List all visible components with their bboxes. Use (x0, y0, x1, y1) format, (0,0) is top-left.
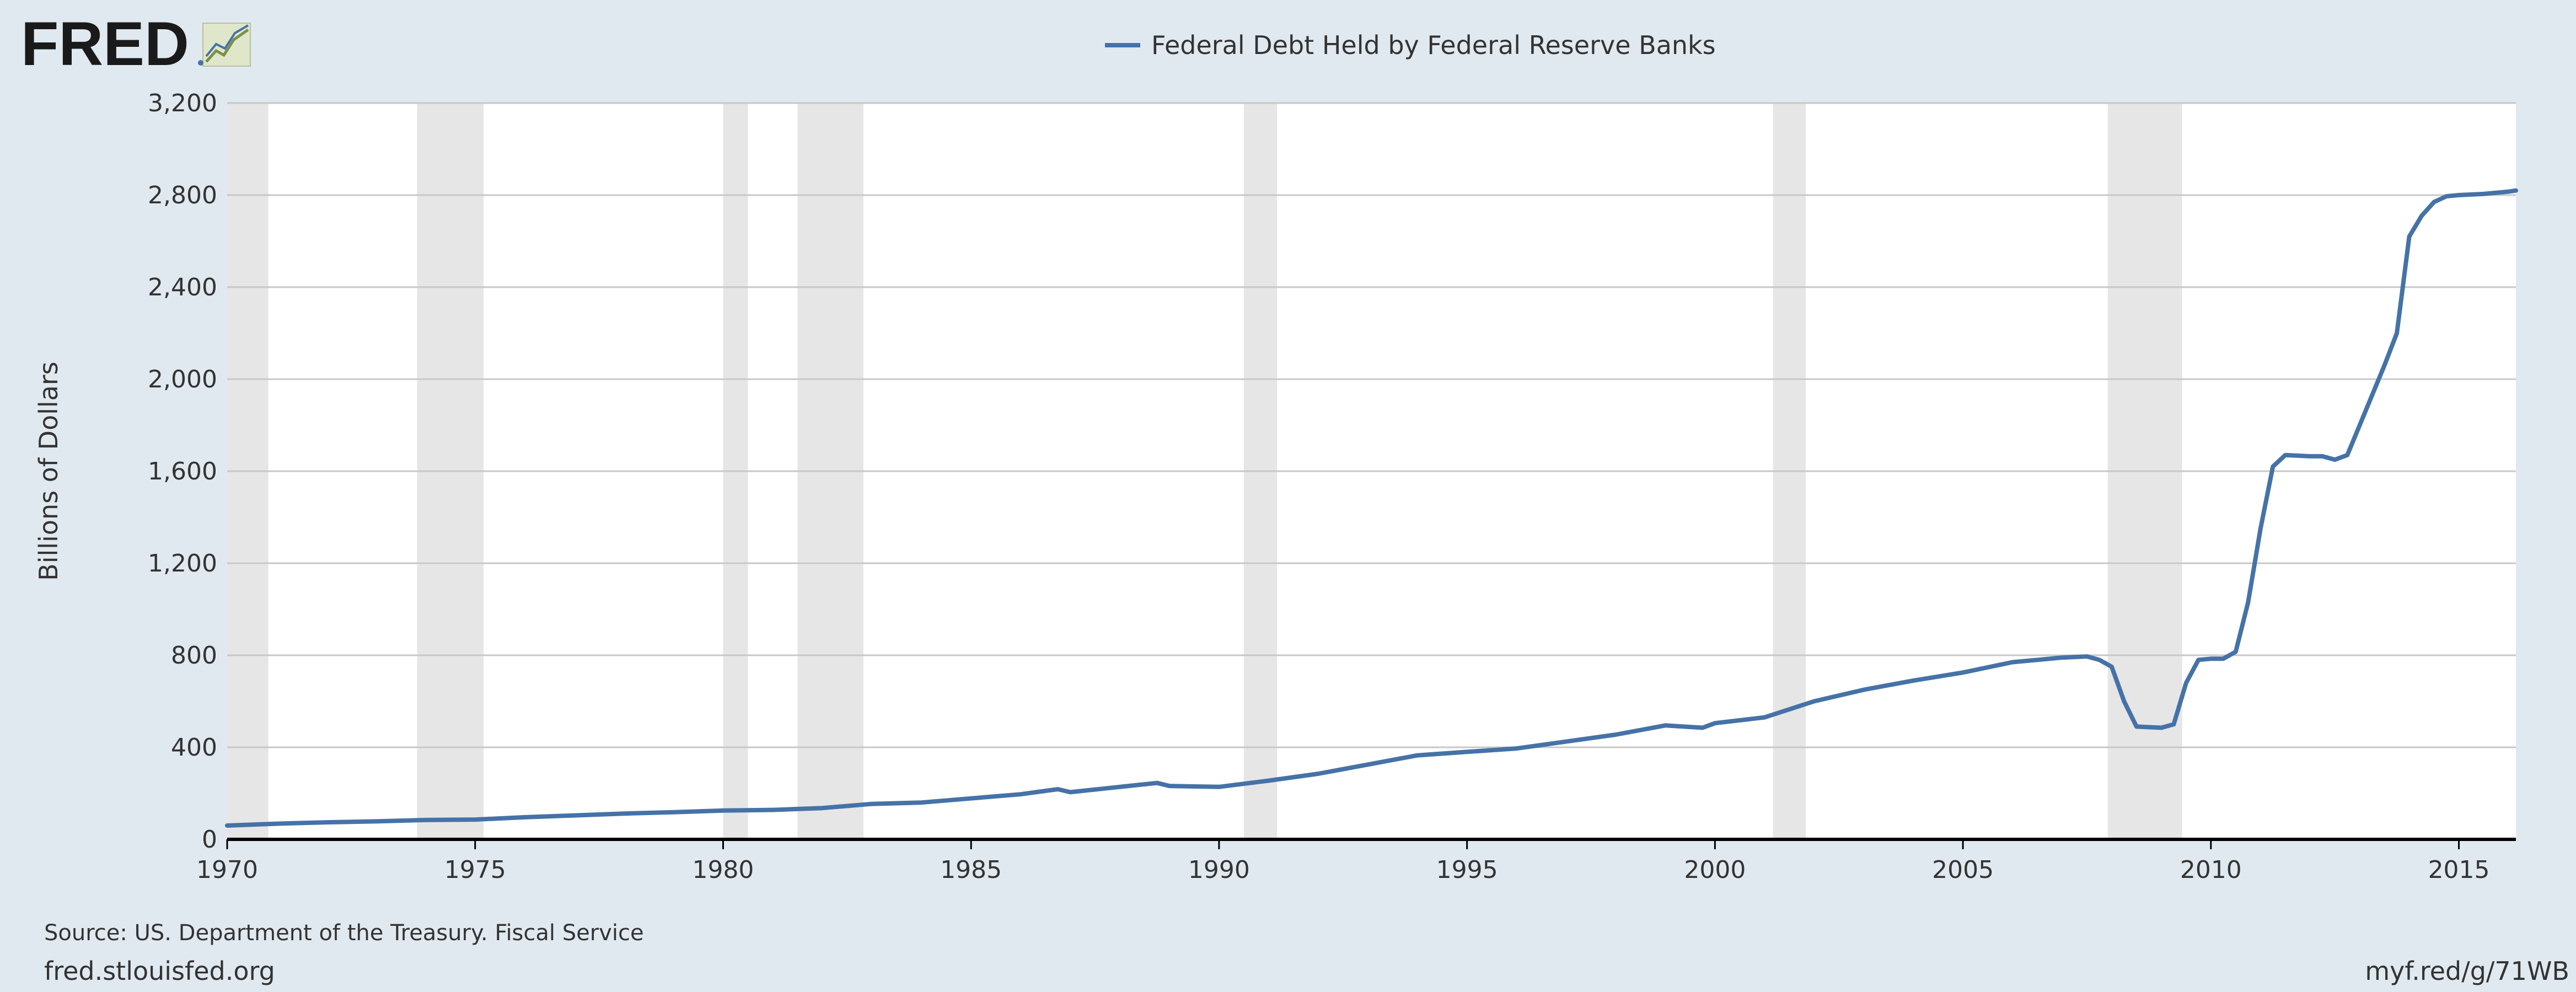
x-tick-label-2000: 2000 (1684, 856, 1746, 884)
grid-lines (227, 102, 2516, 748)
x-axis-ticks: 1970 1975 1980 1985 1990 1995 2000 2005 2010 2015 (196, 839, 2490, 884)
y-tick-label-1600: 1,600 (148, 457, 217, 486)
y-tick-label-2000: 2,000 (148, 365, 217, 393)
y-tick-label-0: 0 (202, 826, 217, 854)
x-tick-label-2005: 2005 (1932, 856, 1994, 884)
chart-legend[interactable]: Federal Debt Held by Federal Reserve Ban… (1105, 30, 1716, 60)
x-tick-label-2015: 2015 (2428, 856, 2490, 884)
y-tick-label-2400: 2,400 (148, 273, 217, 301)
fred-line-chart-icon (198, 23, 251, 67)
fred-logo[interactable]: FRED (21, 9, 251, 78)
y-axis-label: Billions of Dollars (34, 362, 63, 581)
x-tick-label-1975: 1975 (444, 856, 506, 884)
x-tick-label-2010: 2010 (2180, 856, 2242, 884)
source-note: Source: US. Department of the Treasury. … (44, 920, 644, 946)
y-axis-ticks: 0 400 800 1,200 1,600 2,000 2,400 2,800 3,200 (148, 89, 217, 854)
series-lines (225, 188, 2518, 828)
y-tick-label-2800: 2,800 (148, 181, 217, 209)
y-tick-label-3200: 3,200 (148, 89, 217, 117)
fred-site-link[interactable]: fred.stlouisfed.org (44, 956, 275, 986)
x-tick-label-1990: 1990 (1188, 856, 1250, 884)
y-tick-label-800: 800 (171, 641, 217, 670)
x-tick-label-1995: 1995 (1436, 856, 1498, 884)
fred-logo-text: FRED (21, 9, 189, 78)
series-line-0[interactable] (225, 188, 2518, 828)
x-tick-label-1980: 1980 (692, 856, 754, 884)
x-tick-label-1970: 1970 (196, 856, 258, 884)
x-tick-label-1985: 1985 (940, 856, 1002, 884)
legend-label: Federal Debt Held by Federal Reserve Ban… (1151, 30, 1716, 60)
short-url-link[interactable]: myf.red/g/71WB (2365, 956, 2569, 986)
y-tick-label-400: 400 (171, 734, 217, 762)
y-tick-label-1200: 1,200 (148, 549, 217, 578)
